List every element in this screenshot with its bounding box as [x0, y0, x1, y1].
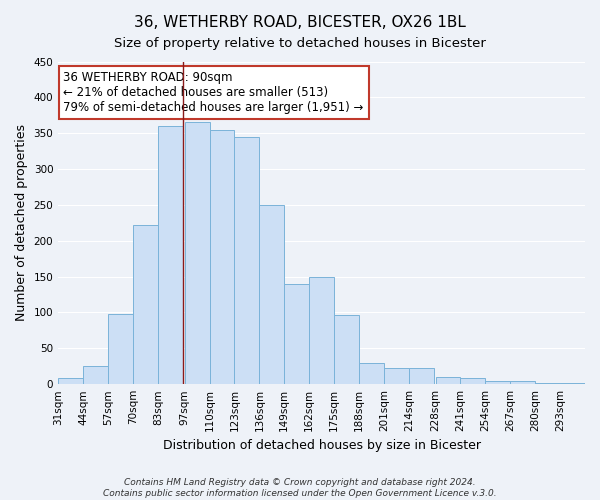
Text: Size of property relative to detached houses in Bicester: Size of property relative to detached ho… [114, 38, 486, 51]
Bar [185, 122, 209, 384]
Bar [384, 368, 409, 384]
Bar [158, 126, 182, 384]
Text: 36, WETHERBY ROAD, BICESTER, OX26 1BL: 36, WETHERBY ROAD, BICESTER, OX26 1BL [134, 15, 466, 30]
Text: 36 WETHERBY ROAD: 90sqm
← 21% of detached houses are smaller (513)
79% of semi-d: 36 WETHERBY ROAD: 90sqm ← 21% of detache… [64, 71, 364, 114]
Bar [436, 377, 460, 384]
Bar [359, 362, 384, 384]
Bar [133, 225, 158, 384]
Bar [259, 205, 284, 384]
Bar [58, 378, 83, 384]
Bar [409, 368, 434, 384]
Bar [485, 380, 510, 384]
Bar [309, 276, 334, 384]
Bar [108, 314, 133, 384]
Bar [209, 130, 235, 384]
Bar [235, 137, 259, 384]
Bar [460, 378, 485, 384]
Text: Contains HM Land Registry data © Crown copyright and database right 2024.
Contai: Contains HM Land Registry data © Crown c… [103, 478, 497, 498]
X-axis label: Distribution of detached houses by size in Bicester: Distribution of detached houses by size … [163, 440, 481, 452]
Bar [535, 382, 560, 384]
Bar [83, 366, 108, 384]
Bar [284, 284, 309, 384]
Bar [560, 382, 585, 384]
Bar [334, 314, 359, 384]
Y-axis label: Number of detached properties: Number of detached properties [15, 124, 28, 322]
Bar [510, 380, 535, 384]
